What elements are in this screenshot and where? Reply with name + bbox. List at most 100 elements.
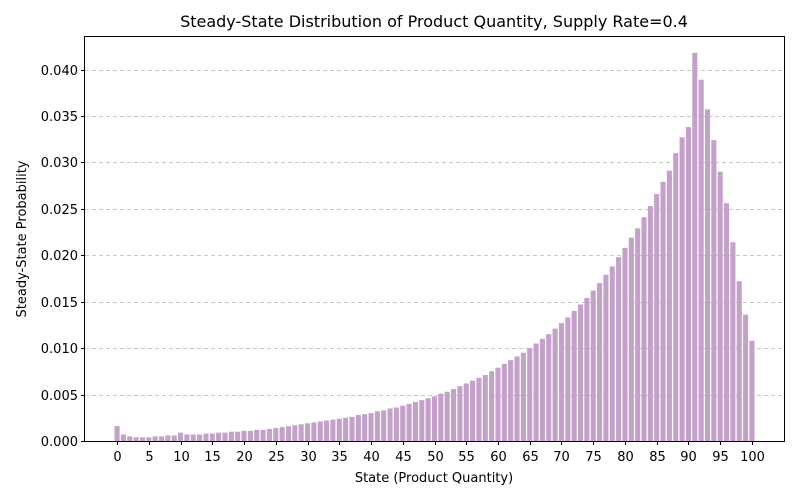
bar [685,127,691,442]
x-tick-label: 5 [145,450,153,465]
bar [120,434,126,441]
x-tick-label: 60 [490,450,507,465]
y-tick-label: 0.030 [41,156,78,171]
bar [641,217,647,441]
bar [311,422,317,441]
bar [660,181,666,441]
x-tick-label: 90 [680,450,697,465]
bar [171,435,177,441]
bar [368,413,374,441]
bar [317,421,323,441]
bar [349,416,355,441]
bar [577,304,584,441]
x-tick-label: 95 [712,450,729,465]
bar [571,310,577,441]
bar [489,371,495,441]
bar [362,414,368,441]
bar [438,393,444,441]
bars [114,52,755,442]
bar [247,430,253,441]
bar [508,360,514,441]
bar [495,367,501,441]
y-tick-label: 0.025 [41,203,78,218]
bar [527,348,533,441]
bar [463,383,469,441]
bar [692,52,698,441]
bar [698,79,704,442]
bar [292,425,298,441]
x-tick-label: 0 [113,450,121,465]
bar [419,400,425,441]
bar [520,352,526,441]
bar [603,274,609,441]
bar [558,323,565,441]
bar [400,405,406,441]
bar [635,228,641,441]
bar [476,377,482,441]
bar [381,410,387,441]
bar [451,388,457,441]
y-tick-label: 0.035 [41,110,78,125]
x-tick-label: 55 [458,450,475,465]
bar [324,420,330,441]
bar [355,414,361,441]
bar [133,437,139,441]
bar [457,386,463,441]
bar [679,137,685,441]
bar [139,437,145,441]
bar [425,398,431,441]
x-tick-label: 70 [553,450,570,465]
x-axis-ticks: 0 5 10 15 20 25 30 35 40 45 50 55 60 65 70 75 80 85 90 95 10… [113,441,765,465]
bar [114,426,120,441]
bar [616,257,622,441]
bar [197,434,203,441]
bar [304,423,311,441]
bar [343,417,349,441]
x-tick-label: 80 [617,450,634,465]
bar [235,431,241,441]
bar [241,430,247,441]
bar [622,247,628,441]
chart-title: Steady-State Distribution of Product Qua… [180,12,688,31]
bar [190,434,196,441]
bar [609,266,615,441]
x-tick-label: 25 [268,450,285,465]
bar [724,203,730,441]
bar [533,343,539,441]
y-tick-label: 0.005 [41,389,78,404]
bar [146,437,152,441]
bar [730,242,736,441]
x-tick-label: 15 [204,450,221,465]
bar [743,314,749,441]
bar [387,408,393,441]
bar [514,356,520,441]
bar [501,363,507,441]
bar [273,427,279,441]
bar [666,170,672,442]
x-tick-label: 50 [427,450,444,465]
bar [222,432,228,441]
y-tick-label: 0.015 [41,296,78,311]
x-tick-label: 35 [331,450,348,465]
bar [184,434,190,441]
bar [203,433,209,441]
bar [393,407,399,441]
bar [279,427,285,441]
bar [590,290,596,441]
bar [736,281,742,441]
bar [717,171,723,441]
bar [749,340,755,441]
x-tick-label: 85 [649,450,666,465]
bar [647,206,653,441]
y-tick-label: 0.000 [41,435,78,450]
bar [165,435,171,441]
bar [546,334,552,441]
plot-frame [84,36,785,442]
x-tick-label: 45 [395,450,412,465]
bar [285,426,292,441]
bar [412,401,418,441]
bar [584,297,590,441]
grid-lines [85,70,784,396]
bar [152,436,158,441]
